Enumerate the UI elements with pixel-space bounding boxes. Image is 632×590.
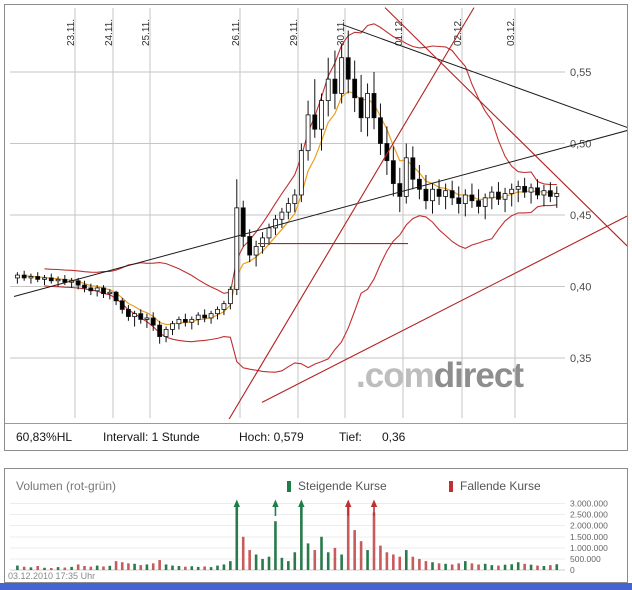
watermark-direct: direct [433,356,524,395]
svg-text:24.11.: 24.11. [104,19,115,46]
svg-text:30.11.: 30.11. [336,19,347,46]
rising-swatch-icon [287,481,291,492]
svg-text:0: 0 [570,565,575,575]
legend-rising-prices: Steigende Kurse [287,479,387,493]
low-value: 0,36 [382,430,406,444]
svg-text:2.500.000: 2.500.000 [570,510,608,520]
volume-panel [4,468,628,583]
svg-text:500.000: 500.000 [570,554,601,564]
low-label: Tief: [339,430,362,444]
legend-rising-label: Steigende Kurse [298,479,387,493]
candlesticks [14,30,560,344]
legend-falling-label: Fallende Kurse [460,479,541,493]
svg-text:03.12.: 03.12. [506,18,517,46]
volume-chart-canvas[interactable]: 3.000.0002.500.0002.000.0001.500.0001.00… [5,469,627,581]
svg-text:25.11.: 25.11. [141,19,152,46]
date-axis-labels: 23.11. 24.11. 25.11. 26.11. 29.11. 30.11. 01.1… [66,18,517,46]
svg-text:0,45: 0,45 [570,210,591,222]
svg-text:0,50: 0,50 [570,139,591,151]
footer-separator [5,423,627,424]
svg-text:1.000.000: 1.000.000 [570,543,608,553]
high-label: Hoch: 0,579 [239,430,304,444]
falling-swatch-icon [449,481,453,492]
svg-text:26.11.: 26.11. [231,19,242,46]
svg-text:23.11.: 23.11. [66,19,77,46]
bollinger-bands [24,23,557,373]
price-chart-canvas[interactable]: 0,55 0,50 0,45 0,40 0,35 23.11. 24.11. 25.11. 26… [5,5,627,419]
svg-text:29.11.: 29.11. [289,19,300,46]
svg-text:2.000.000: 2.000.000 [570,521,608,531]
svg-text:01.12.: 01.12. [394,18,405,46]
trendlines [13,7,627,419]
price-chart-panel [4,4,628,451]
svg-text:0,40: 0,40 [570,282,591,294]
svg-text:1.500.000: 1.500.000 [570,532,608,542]
svg-text:0,35: 0,35 [570,353,591,365]
legend-falling-prices: Fallende Kurse [449,479,541,493]
interval-label: Intervall: 1 Stunde [103,430,200,444]
volume-bars [16,503,559,570]
chart-timestamp: 03.12.2010 17:35 Uhr [8,571,96,581]
volume-title: Volumen (rot-grün) [16,479,117,493]
watermark-com: .com [356,356,435,395]
volume-gridlines [10,503,565,571]
comdirect-watermark: .comdirect [356,356,524,396]
bottom-scrollbar[interactable] [0,583,632,590]
volume-axis-labels: 3.000.0002.500.0002.000.0001.500.0001.00… [570,499,608,576]
price-gridlines [10,8,565,418]
svg-text:3.000.000: 3.000.000 [570,499,608,509]
svg-text:0,55: 0,55 [570,67,591,79]
svg-text:02.12.: 02.12. [453,18,464,46]
signal-arrows [233,499,378,516]
price-axis-labels: 0,55 0,50 0,45 0,40 0,35 [570,67,591,365]
high-low-percent: 60,83%HL [16,430,73,444]
